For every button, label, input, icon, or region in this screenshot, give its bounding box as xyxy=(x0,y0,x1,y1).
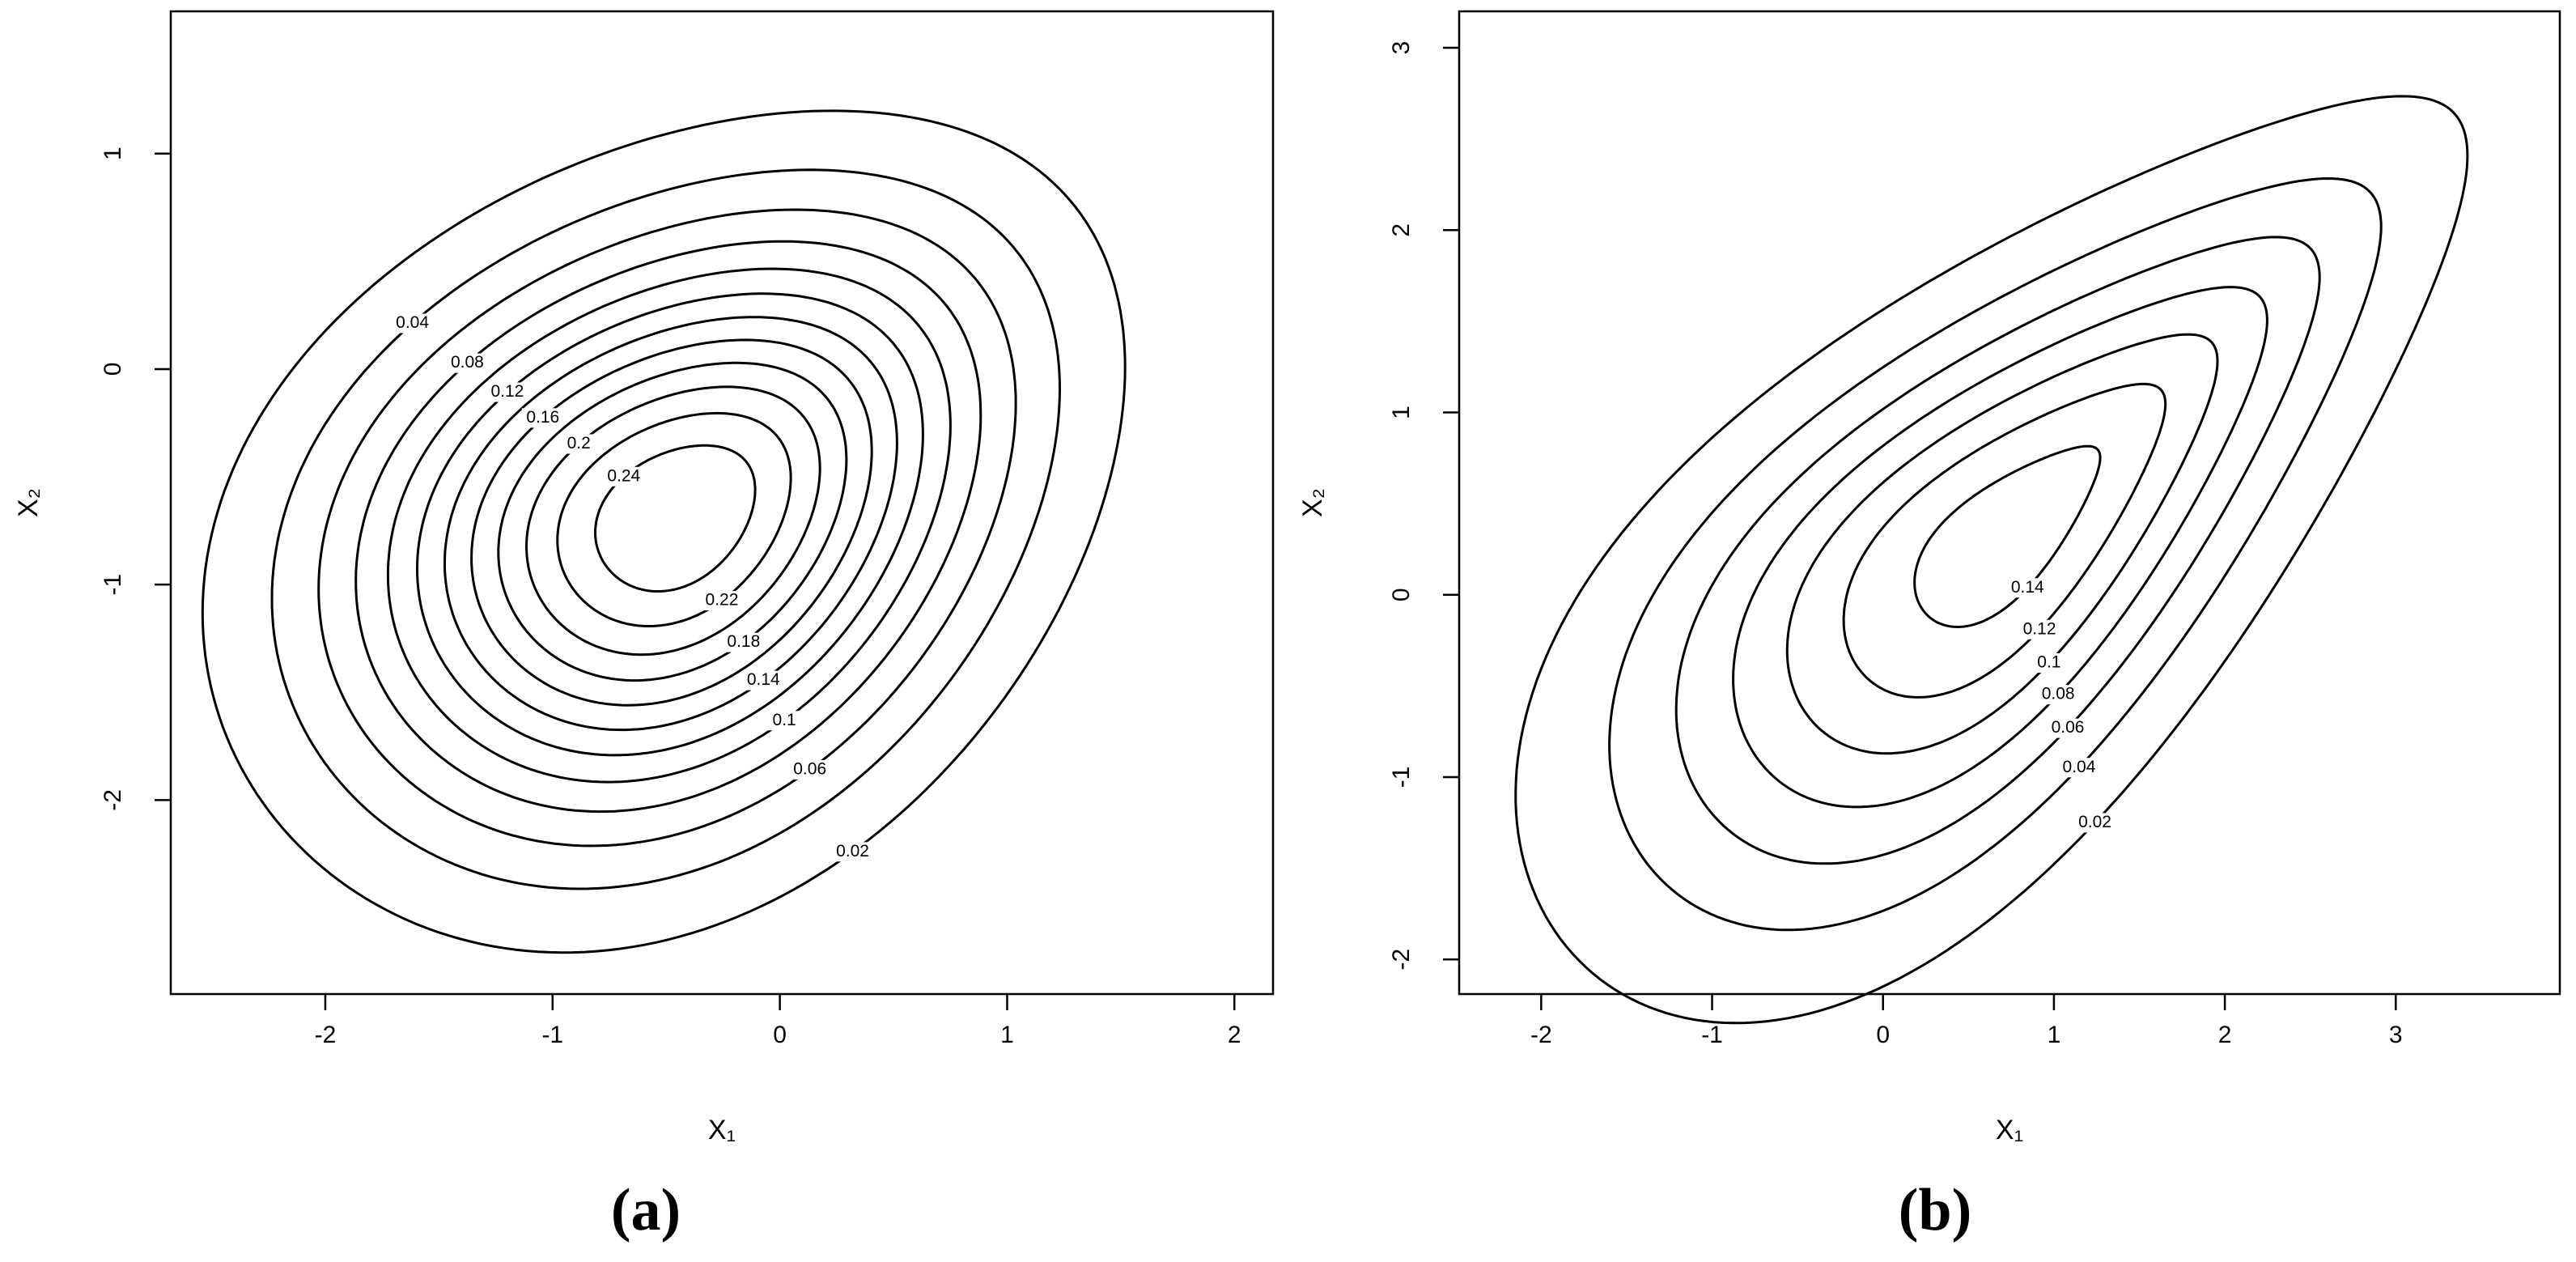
contour-label-bg xyxy=(2037,685,2080,705)
contour-label-bg xyxy=(446,353,489,373)
x-tick-label: 1 xyxy=(2048,1022,2061,1048)
plot-box xyxy=(1458,10,2561,996)
x-tick-label: -2 xyxy=(315,1022,337,1048)
contour-label: 0.16 xyxy=(526,408,559,427)
contour-label: 0.24 xyxy=(607,466,640,485)
y-tick-label: -2 xyxy=(1388,949,1415,971)
contour-label-bg xyxy=(788,759,831,780)
contour-line xyxy=(1608,176,2383,932)
contour-label-bg xyxy=(722,632,765,652)
contour-label-bg xyxy=(391,313,434,334)
contour-label: 0.04 xyxy=(2063,758,2096,776)
y-tick-label: 3 xyxy=(1388,41,1415,55)
x-tick-label: -1 xyxy=(1701,1022,1723,1048)
panel: -2 -1 0 1 2 -2 -1 0 1 X₁ X₂ (a) 0.02 0.04 0.06 0.08 0.1 0… xyxy=(13,10,1275,1243)
contour-line xyxy=(415,292,924,757)
contour-line xyxy=(497,361,848,682)
contour-line xyxy=(1514,95,2469,1025)
contour-label: 0.2 xyxy=(567,434,591,453)
contour-line xyxy=(354,240,982,814)
contour-label: 0.06 xyxy=(2052,718,2085,737)
x-tick-label: -1 xyxy=(541,1022,563,1048)
contour-label-bg xyxy=(2047,718,2090,738)
contour-line xyxy=(386,267,952,784)
contour-label-bg xyxy=(831,842,874,862)
contour-label-bg xyxy=(2006,578,2049,598)
contour-label: 0.08 xyxy=(2042,685,2075,703)
contour-label-bg xyxy=(602,466,645,487)
contour-label: 0.08 xyxy=(451,353,484,372)
contour-line xyxy=(1913,444,2102,628)
y-tick-label: 1 xyxy=(1388,406,1415,419)
contour-label: 0.22 xyxy=(706,591,739,610)
contour-label-bg xyxy=(742,670,785,690)
contour-label-bg xyxy=(521,408,564,428)
y-tick-label: 0 xyxy=(100,363,126,376)
contour-line xyxy=(1842,382,2167,699)
contour-label: 0.1 xyxy=(2037,652,2060,671)
y-axis-label: X₂ xyxy=(1297,488,1328,517)
plot-box xyxy=(169,10,1275,996)
contour-line xyxy=(201,109,1127,954)
contour-label: 0.04 xyxy=(396,313,429,332)
panel-caption: (a) xyxy=(611,1177,681,1243)
contour-label-bg xyxy=(700,591,743,611)
contour-label-bg xyxy=(2073,813,2116,833)
x-tick-label: -2 xyxy=(1530,1022,1552,1048)
x-tick-label: 0 xyxy=(1876,1022,1890,1048)
x-tick-label: 2 xyxy=(1228,1022,1241,1048)
y-tick-label: -1 xyxy=(1388,767,1415,788)
contour-label-bg xyxy=(486,382,528,402)
contour-label: 0.18 xyxy=(727,632,760,651)
contour-label: 0.12 xyxy=(490,382,524,401)
contour-label: 0.14 xyxy=(2011,578,2044,597)
y-tick-label: 0 xyxy=(1388,588,1415,601)
x-tick-label: 3 xyxy=(2389,1022,2403,1048)
contour-line xyxy=(317,208,1017,848)
contour-label: 0.1 xyxy=(773,711,796,729)
x-tick-label: 1 xyxy=(1000,1022,1014,1048)
contour-line xyxy=(594,444,757,593)
contour-label: 0.14 xyxy=(747,670,780,689)
contour-label-bg xyxy=(558,434,601,454)
contour-line xyxy=(1732,286,2268,809)
x-axis-label: X₁ xyxy=(708,1115,736,1145)
y-tick-label: -1 xyxy=(100,574,126,596)
panel-caption: (b) xyxy=(1899,1177,1971,1243)
contour-label-bg xyxy=(2057,758,2100,778)
contour-line xyxy=(524,385,821,656)
y-tick-label: -2 xyxy=(100,789,126,811)
x-tick-label: 0 xyxy=(773,1022,787,1048)
contour-label: 0.06 xyxy=(793,759,826,778)
contour-line xyxy=(270,168,1062,890)
y-axis-label: X₂ xyxy=(13,488,44,517)
contour-label: 0.02 xyxy=(2078,813,2111,831)
panel: -2 -1 0 1 2 3 -2 -1 0 1 2 3 X₁ X₂ (b) 0.02 0.04 0.06 0.08 0… xyxy=(1297,10,2561,1243)
contour-line xyxy=(443,316,898,732)
contour-label-bg xyxy=(2018,619,2061,639)
x-axis-label: X₁ xyxy=(1996,1115,2023,1145)
y-tick-label: 1 xyxy=(100,147,126,160)
contour-line xyxy=(556,411,792,627)
contour-label-bg xyxy=(2027,652,2070,673)
contour-line xyxy=(470,338,873,707)
contour-label: 0.12 xyxy=(2023,619,2056,638)
contour-line xyxy=(1785,333,2219,755)
x-tick-label: 2 xyxy=(2218,1022,2232,1048)
contour-label: 0.02 xyxy=(836,842,869,860)
y-tick-label: 2 xyxy=(1388,223,1415,237)
contour-label-bg xyxy=(763,711,806,731)
contour-line xyxy=(1674,236,2321,865)
